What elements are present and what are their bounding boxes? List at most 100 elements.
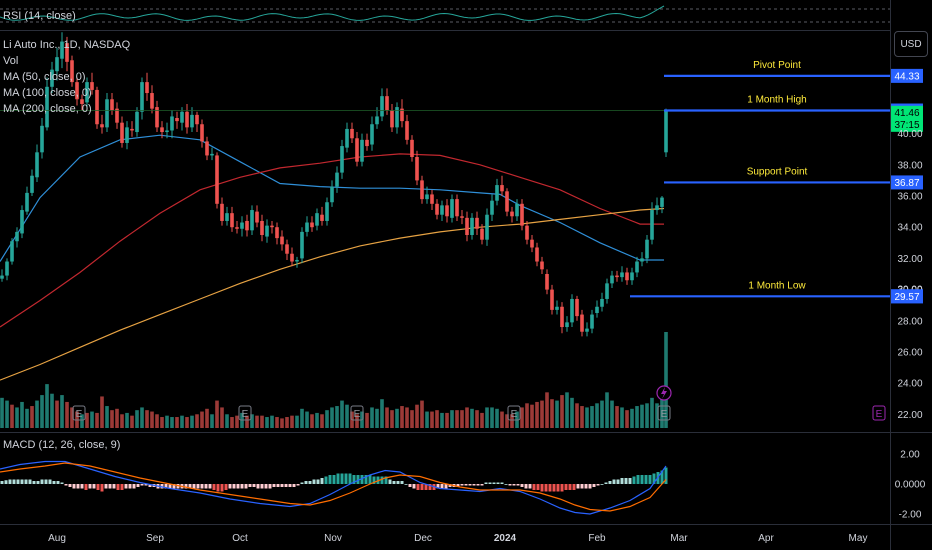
macd-histogram-bar [604, 482, 608, 484]
earnings-icon[interactable]: E [872, 405, 886, 421]
macd-histogram-bar [252, 484, 256, 487]
macd-histogram-bar [412, 484, 416, 489]
candle [470, 213, 474, 240]
candle-body [435, 203, 439, 215]
currency-button[interactable]: USD [894, 31, 928, 57]
candle [585, 322, 589, 337]
candle [95, 86, 99, 129]
macd-label[interactable]: MACD (12, 26, close, 9) [3, 439, 121, 451]
macd-histogram-bar [356, 475, 360, 484]
macd-histogram-bar [520, 484, 524, 487]
macd-histogram-bar [460, 484, 464, 486]
macd-histogram-bar [308, 481, 312, 484]
volume-bar [180, 415, 184, 428]
macd-histogram-bar [0, 481, 4, 484]
candle [175, 111, 179, 129]
candle-body [85, 82, 89, 103]
rsi-label[interactable]: RSI (14, close) [3, 10, 76, 22]
volume-bar [290, 415, 294, 428]
candle [230, 206, 234, 232]
macd-histogram-bar [516, 484, 520, 486]
candle [655, 197, 659, 215]
candle [490, 194, 494, 221]
candle [170, 110, 174, 139]
candle [40, 118, 44, 159]
candle-body [280, 236, 284, 245]
earnings-icon[interactable]: E [350, 405, 364, 421]
candle-body [55, 57, 59, 72]
earnings-icon[interactable]: E [238, 405, 252, 421]
ma50-line [0, 134, 664, 262]
candle-body [455, 199, 459, 217]
countdown-text: 37:15 [894, 120, 919, 131]
macd-histogram-bar [584, 484, 588, 489]
candle [310, 216, 314, 232]
volume-bar [365, 412, 369, 428]
lightning-icon[interactable] [656, 385, 672, 401]
ma200-label[interactable]: MA (200, close, 0) [3, 103, 92, 115]
macd-histogram-bar [48, 479, 52, 484]
volume-label[interactable]: Vol [3, 55, 19, 67]
earnings-icon[interactable]: E [657, 405, 671, 421]
macd-pane: 2.00 0.0000 -2.00 [0, 450, 926, 521]
symbol-title[interactable]: Li Auto Inc., 1D, NASDAQ [3, 39, 131, 51]
volume-bar [410, 410, 414, 428]
axes: 22.0024.0026.0028.0030.0032.0034.0036.00… [48, 129, 923, 544]
candle [400, 99, 404, 128]
earnings-icon[interactable]: E [72, 405, 86, 421]
candle [485, 208, 489, 246]
candle-body [445, 205, 449, 217]
volume-bar [545, 392, 549, 428]
current-price-tag [891, 105, 923, 132]
candle-body [460, 216, 464, 218]
candle-body [605, 283, 609, 299]
macd-histogram-bar [368, 475, 372, 484]
volume-bar [215, 400, 219, 428]
rsi-line [0, 5, 665, 21]
volume-bar [250, 414, 254, 428]
volume-bar [425, 411, 429, 428]
macd-histogram-bar [648, 475, 652, 484]
candle [360, 133, 364, 167]
candle-body [485, 214, 489, 240]
volume-bar [270, 415, 274, 428]
candle-body [330, 186, 334, 203]
volume-bar [620, 407, 624, 428]
candle [410, 135, 414, 162]
candle-body [650, 210, 654, 240]
candle-body [195, 114, 199, 125]
macd-histogram-bar [108, 484, 112, 489]
volume-bar [85, 412, 89, 428]
macd-histogram-bar [592, 484, 596, 487]
macd-histogram-bar [24, 479, 28, 484]
candle-body [245, 220, 249, 231]
candle [160, 121, 164, 139]
level-label: 1 Month Low [748, 280, 806, 291]
candle-body [190, 114, 194, 128]
macd-histogram-bar [300, 482, 304, 484]
candle [305, 216, 309, 237]
macd-histogram-bar [524, 484, 528, 489]
ma100-label[interactable]: MA (100, close, 0) [3, 87, 92, 99]
candle [5, 258, 9, 281]
candle [500, 175, 504, 196]
macd-histogram-bar [40, 479, 44, 484]
volume-bar [595, 403, 599, 428]
volume-bar [25, 408, 29, 428]
ma50-label[interactable]: MA (50, close, 0) [3, 71, 86, 83]
volume-bar [445, 412, 449, 428]
macd-line [0, 460, 667, 515]
earnings-icon[interactable]: E [507, 405, 521, 421]
macd-histogram-bar [476, 484, 480, 486]
candle-body [420, 180, 424, 200]
candle-body [425, 194, 429, 200]
candle [650, 202, 654, 245]
candle [255, 205, 259, 228]
macd-histogram-bar [280, 484, 284, 487]
candle-body [480, 228, 484, 240]
candle [190, 107, 194, 133]
macd-histogram-bar [408, 484, 412, 487]
candle-body [0, 275, 4, 279]
